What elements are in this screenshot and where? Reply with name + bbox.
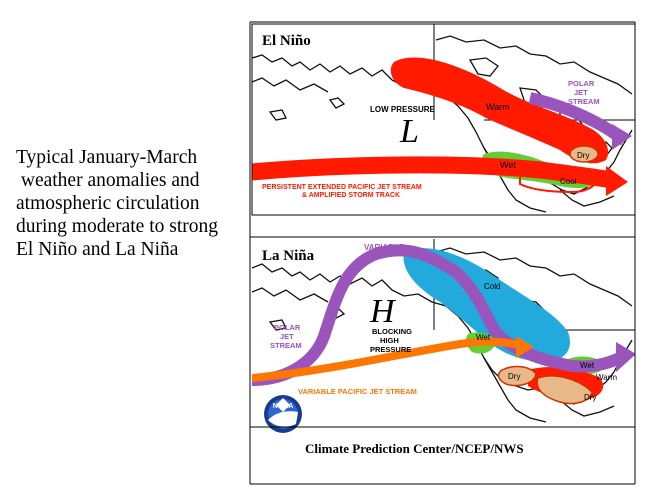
- el-nino-warm-label: Warm: [486, 102, 510, 112]
- la-nina-high-symbol: H: [369, 293, 397, 330]
- la-nina-blocking-label-2: HIGH: [380, 336, 399, 345]
- el-nino-pacific-jet: [252, 156, 614, 189]
- la-nina-dry-region-sw: [497, 365, 537, 387]
- la-nina-pacific-jet: [252, 337, 524, 382]
- el-nino-wet-label: Wet: [500, 160, 516, 170]
- la-nina-wet-nw-label: Wet: [476, 333, 491, 342]
- el-nino-low-symbol: L: [399, 113, 419, 150]
- la-nina-blocking-label-3: PRESSURE: [370, 345, 411, 354]
- credit-text: Climate Prediction Center/NCEP/NWS: [305, 441, 524, 456]
- el-nino-polar-jet-label-2: JET: [574, 88, 588, 97]
- el-nino-title: El Niño: [262, 33, 311, 49]
- la-nina-dry-sw-label: Dry: [508, 372, 520, 381]
- la-nina-warm-label: Warm: [596, 373, 617, 382]
- la-nina-map: La Niña VARIABLE Cold H BLOCKING HIGH PR…: [252, 239, 635, 427]
- el-nino-low-pressure-label: LOW PRESSURE: [370, 105, 436, 114]
- la-nina-dry-se-label: Dry: [584, 393, 596, 402]
- la-nina-pacific-jet-label: VARIABLE PACIFIC JET STREAM: [298, 387, 417, 396]
- el-nino-cool-label: Cool: [560, 177, 577, 186]
- la-nina-polar-jet-label-2: JET: [280, 332, 294, 341]
- noaa-logo: NOAA: [264, 395, 302, 433]
- noaa-logo-text: NOAA: [273, 403, 294, 410]
- la-nina-dry-region-se: [536, 375, 593, 405]
- el-nino-polar-jet-label-3: STREAM: [568, 97, 600, 106]
- la-nina-wet-ne-label: Wet: [580, 361, 595, 370]
- caption-text: Typical January-March weather anomalies …: [16, 147, 218, 260]
- el-nino-polar-jet-label-1: POLAR: [568, 79, 595, 88]
- el-nino-dry-label: Dry: [577, 151, 589, 160]
- la-nina-variable-label: VARIABLE: [364, 243, 405, 252]
- el-nino-pacific-jet-label-2: & AMPLIFIED STORM TRACK: [302, 192, 400, 199]
- el-nino-cool-region: [519, 171, 598, 194]
- la-nina-cold-label: Cold: [484, 282, 500, 291]
- la-nina-polar-jet: [252, 244, 627, 386]
- el-nino-warm-region: [390, 57, 609, 164]
- la-nina-blocking-label-1: BLOCKING: [372, 327, 412, 336]
- la-nina-polar-jet-label-3: STREAM: [270, 341, 302, 350]
- la-nina-title: La Niña: [262, 248, 315, 264]
- el-nino-dry-region: [569, 145, 599, 163]
- el-nino-map: El Niño LOW PRESSURE L Warm Dry Wet Cool…: [252, 24, 635, 215]
- el-nino-pacific-jet-label-1: PERSISTENT EXTENDED PACIFIC JET STREAM: [262, 184, 422, 191]
- la-nina-polar-jet-label-1: POLAR: [274, 323, 301, 332]
